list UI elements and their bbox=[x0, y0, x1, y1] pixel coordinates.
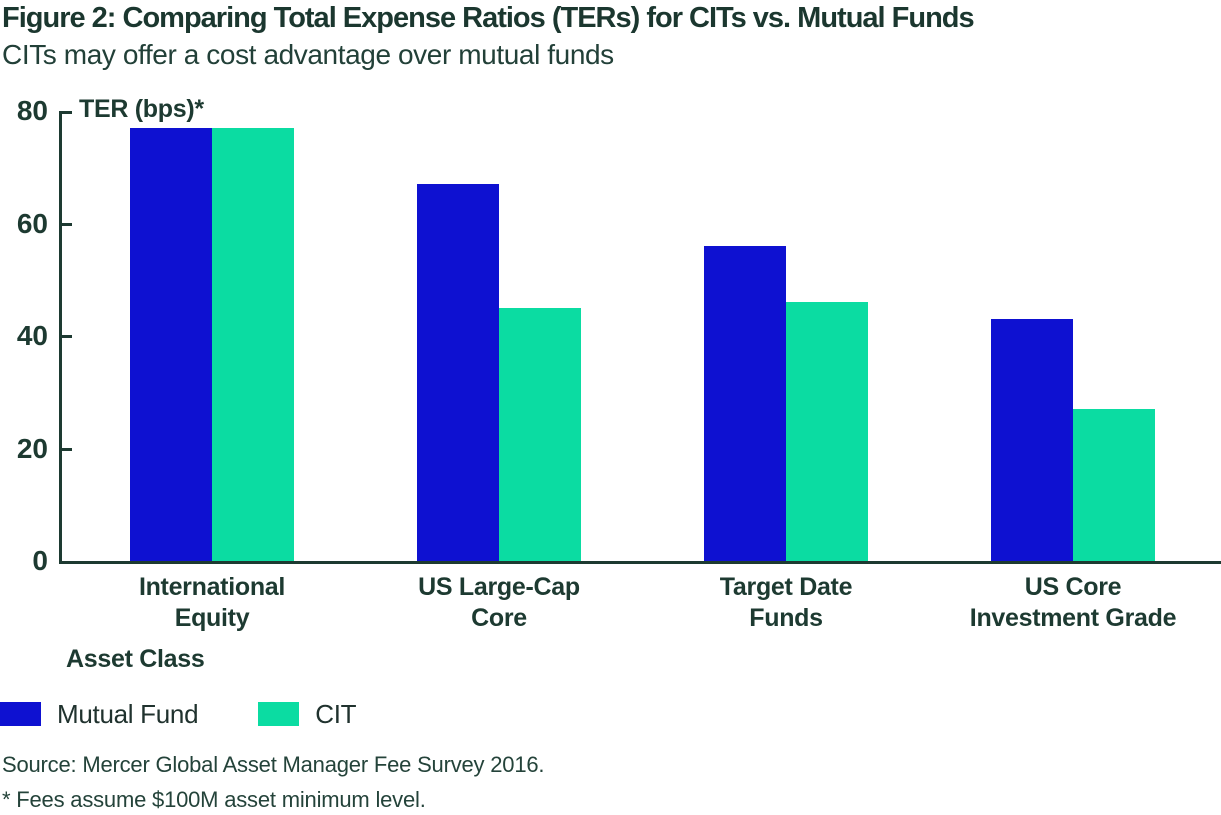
category-label: Target Date Funds bbox=[719, 573, 853, 632]
category-label: International Equity bbox=[138, 573, 286, 632]
bar-cit bbox=[499, 308, 581, 561]
bar-cit bbox=[212, 128, 294, 561]
legend-swatch-mutual-fund bbox=[0, 702, 41, 726]
chart-plot-area bbox=[59, 111, 1221, 564]
legend-item-mutual-fund: Mutual Fund bbox=[0, 698, 199, 730]
figure-subtitle: CITs may offer a cost advantage over mut… bbox=[2, 39, 614, 70]
bar-mutual-fund bbox=[991, 319, 1073, 561]
y-axis-tick bbox=[59, 111, 72, 114]
bar-cit bbox=[1073, 409, 1155, 561]
legend-item-cit: CIT bbox=[258, 698, 357, 730]
figure-title: Figure 2: Comparing Total Expense Ratios… bbox=[2, 2, 975, 34]
legend: Mutual Fund CIT bbox=[0, 698, 357, 730]
y-tick-label: 60 bbox=[16, 208, 48, 239]
source-text: Source: Mercer Global Asset Manager Fee … bbox=[2, 752, 545, 777]
legend-swatch-cit bbox=[258, 702, 300, 726]
y-tick-label: 0 bbox=[32, 545, 48, 576]
category-label: US Large-Cap Core bbox=[418, 573, 580, 632]
y-axis-tick bbox=[59, 223, 72, 226]
y-tick-label: 80 bbox=[16, 95, 48, 126]
y-axis-tick bbox=[59, 448, 72, 451]
bar-mutual-fund bbox=[704, 246, 786, 561]
bar-mutual-fund bbox=[130, 128, 212, 561]
y-axis-tick bbox=[59, 335, 72, 338]
legend-label: CIT bbox=[315, 698, 357, 729]
y-tick-label: 40 bbox=[16, 320, 48, 351]
y-axis-title: TER (bps)* bbox=[79, 95, 204, 123]
x-axis-title: Asset Class bbox=[66, 645, 205, 673]
legend-label: Mutual Fund bbox=[57, 698, 199, 729]
y-tick-label: 20 bbox=[16, 433, 48, 464]
bar-mutual-fund bbox=[417, 184, 499, 561]
category-label: US Core Investment Grade bbox=[969, 573, 1177, 632]
footnote-text: * Fees assume $100M asset minimum level. bbox=[2, 787, 426, 812]
bar-cit bbox=[786, 302, 868, 561]
